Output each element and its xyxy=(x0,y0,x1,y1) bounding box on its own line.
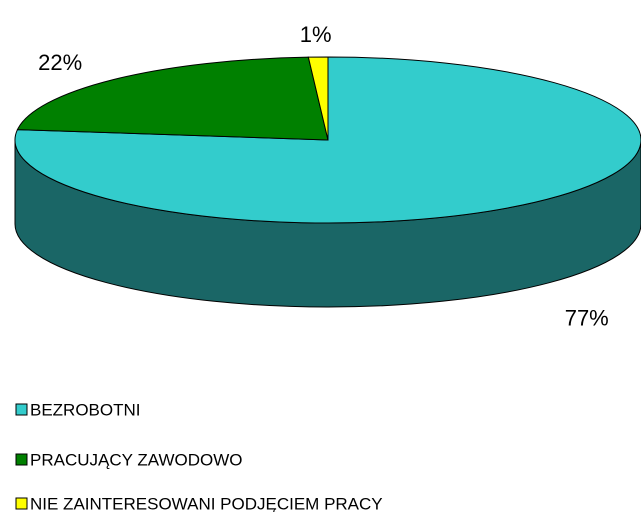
legend-swatch xyxy=(15,497,28,510)
data-label: 22% xyxy=(38,50,82,75)
legend-swatch xyxy=(15,403,28,416)
legend-label: NIE ZAINTERESOWANI PODJĘCIEM PRACY xyxy=(30,494,383,512)
slice xyxy=(16,56,329,141)
slice xyxy=(307,56,329,141)
data-label: 77% xyxy=(565,306,609,331)
legend-label: BEZROBOTNI xyxy=(30,400,141,419)
data-label: 1% xyxy=(300,22,332,47)
slice xyxy=(14,56,641,224)
legend-swatch xyxy=(15,453,28,466)
legend-label: PRACUJĄCY ZAWODOWO xyxy=(30,450,243,469)
